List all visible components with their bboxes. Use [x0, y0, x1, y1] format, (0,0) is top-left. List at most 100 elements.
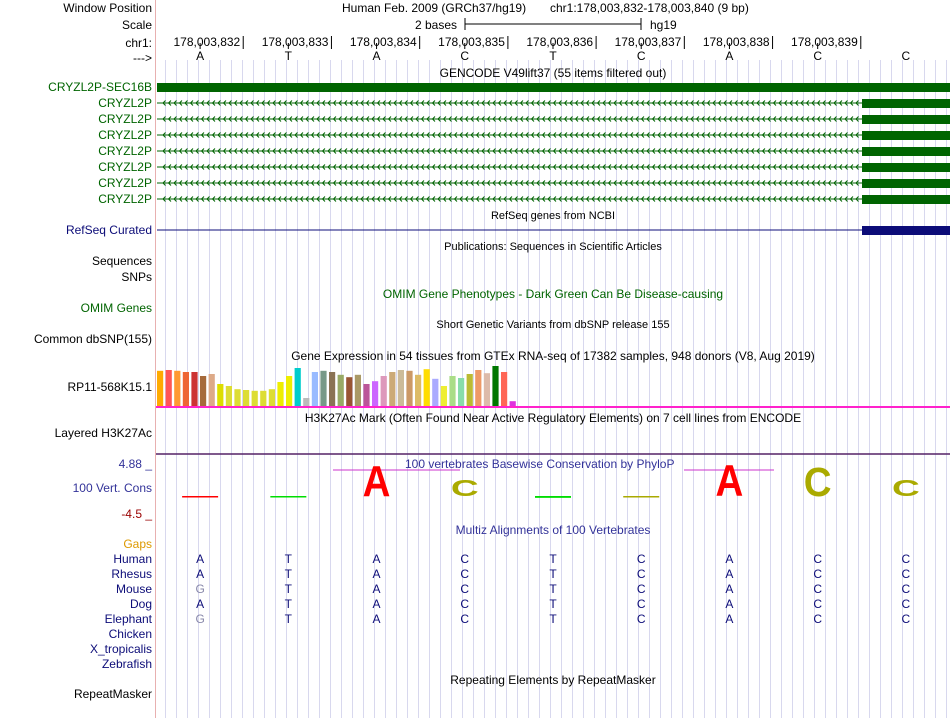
alignment-base: T	[284, 552, 292, 566]
dbsnp-track-title[interactable]: Short Genetic Variants from dbSNP releas…	[436, 319, 670, 331]
scale-label: Scale	[121, 18, 152, 32]
scale-bar	[464, 18, 642, 30]
range-text: chr1:178,003,832-178,003,840 (9 bp)	[550, 1, 749, 15]
alignment-base: C	[901, 612, 911, 626]
dbsnp-label[interactable]: Common dbSNP(155)	[33, 332, 152, 346]
gencode-gene-label-main[interactable]: CRYZL2P-SEC16B	[48, 80, 152, 94]
gencode-gene-label[interactable]: CRYZL2P	[98, 96, 152, 110]
repeatmasker-track-title[interactable]: Repeating Elements by RepeatMasker	[450, 673, 656, 687]
h3k27ac-track-title[interactable]: H3K27Ac Mark (Often Found Near Active Re…	[304, 411, 802, 425]
gencode-gene-label[interactable]: CRYZL2P	[98, 176, 152, 190]
alignment-base: T	[549, 612, 557, 626]
alignment-base: G	[195, 582, 205, 596]
species-label-dog[interactable]: Dog	[129, 597, 152, 611]
base-letter: T	[284, 49, 292, 63]
alignment-base: T	[549, 582, 557, 596]
gencode-gene-label[interactable]: CRYZL2P	[98, 144, 152, 158]
refseq-label[interactable]: RefSeq Curated	[65, 223, 152, 237]
alignment-base: A	[725, 582, 734, 596]
alignment-base: A	[725, 612, 734, 626]
alignment-base: C	[813, 582, 822, 596]
alignment-base: A	[196, 597, 205, 611]
species-label-mouse[interactable]: Mouse	[115, 582, 152, 596]
omim-label[interactable]: OMIM Genes	[80, 301, 152, 315]
species-label-x_tropicalis[interactable]: X_tropicalis	[89, 642, 152, 656]
alignment-base: C	[636, 597, 646, 611]
gencode-track-title[interactable]: GENCODE V49lift37 (55 items filtered out…	[439, 66, 667, 80]
alignment-base: T	[549, 597, 557, 611]
conservation-label[interactable]: 100 Vert. Cons	[72, 481, 152, 495]
alignment-base: C	[901, 597, 911, 611]
species-label-rhesus[interactable]: Rhesus	[111, 567, 152, 581]
base-letter: C	[901, 49, 911, 63]
repeatmasker-label[interactable]: RepeatMasker	[73, 687, 152, 701]
alignment-base: C	[813, 612, 822, 626]
multiz-track-title[interactable]: Multiz Alignments of 100 Vertebrates	[455, 523, 651, 537]
alignment-base: C	[901, 567, 911, 581]
publications-track-title[interactable]: Publications: Sequences in Scientific Ar…	[444, 241, 662, 253]
window-position-label: Window Position	[63, 1, 152, 15]
base-letter: T	[549, 49, 557, 63]
alignment-base: C	[460, 567, 470, 581]
gtex-label[interactable]: RP11-568K15.1	[67, 380, 152, 394]
base-letter: A	[372, 49, 381, 63]
scale-value: 2 bases	[415, 18, 458, 32]
coordinate-label: 178,003,838	[702, 35, 770, 49]
conservation-track-title[interactable]: 100 vertebrates Basewise Conservation by…	[405, 457, 675, 471]
chrom-label: chr1:	[125, 36, 152, 50]
gaps-label[interactable]: Gaps	[123, 537, 152, 551]
sequences-label[interactable]: Sequences	[91, 254, 152, 268]
alignment-base: A	[725, 567, 734, 581]
base-letter: A	[196, 49, 205, 63]
alignment-base: A	[725, 597, 734, 611]
alignment-base: C	[636, 567, 646, 581]
alignment-base: A	[372, 612, 381, 626]
alignment-base: C	[813, 567, 822, 581]
alignment-base: C	[460, 612, 470, 626]
strand-label: --->	[133, 51, 152, 65]
species-label-zebrafish[interactable]: Zebrafish	[101, 657, 152, 671]
scale-db: hg19	[650, 18, 677, 32]
alignment-base: A	[372, 567, 381, 581]
alignment-base: T	[284, 582, 292, 596]
alignment-base: T	[284, 612, 292, 626]
alignment-base: C	[636, 582, 646, 596]
alignment-base: T	[284, 567, 292, 581]
species-label-chicken[interactable]: Chicken	[108, 627, 152, 641]
base-letter: C	[813, 49, 822, 63]
h3k27ac-label[interactable]: Layered H3K27Ac	[54, 426, 152, 440]
alignment-base: A	[196, 567, 205, 581]
base-letter: C	[636, 49, 646, 63]
omim-track-title[interactable]: OMIM Gene Phenotypes - Dark Green Can Be…	[382, 287, 724, 301]
assembly-text: Human Feb. 2009 (GRCh37/hg19)	[342, 1, 527, 15]
coordinate-label: 178,003,834	[349, 35, 417, 49]
coordinate-label: 178,003,832	[173, 35, 241, 49]
gencode-gene-label[interactable]: CRYZL2P	[98, 112, 152, 126]
conservation-max-label: 4.88 _	[118, 457, 152, 471]
coordinate-label: 178,003,836	[526, 35, 594, 49]
alignment-base: A	[196, 552, 205, 566]
species-label-elephant[interactable]: Elephant	[104, 612, 152, 626]
snps-label[interactable]: SNPs	[121, 270, 152, 284]
gencode-gene-label[interactable]: CRYZL2P	[98, 192, 152, 206]
base-letter: C	[460, 49, 470, 63]
coordinate-ticks	[199, 36, 862, 49]
alignment-base: T	[284, 597, 292, 611]
alignment-base: A	[372, 597, 381, 611]
base-letter: A	[725, 49, 734, 63]
gencode-gene-label[interactable]: CRYZL2P	[98, 128, 152, 142]
gtex-track-title[interactable]: Gene Expression in 54 tissues from GTEx …	[291, 349, 815, 363]
alignment-base: T	[549, 552, 557, 566]
alignment-base: A	[372, 552, 381, 566]
alignment-base: C	[813, 597, 822, 611]
alignment-base: T	[549, 567, 557, 581]
alignment-base: C	[636, 612, 646, 626]
refseq-track-title[interactable]: RefSeq genes from NCBI	[490, 210, 616, 222]
species-label-human[interactable]: Human	[113, 552, 152, 566]
alignment-base: A	[372, 582, 381, 596]
alignment-base: A	[725, 552, 734, 566]
coordinate-label: 178,003,833	[261, 35, 329, 49]
gencode-gene-label[interactable]: CRYZL2P	[98, 160, 152, 174]
coordinate-label: 178,003,837	[614, 35, 682, 49]
